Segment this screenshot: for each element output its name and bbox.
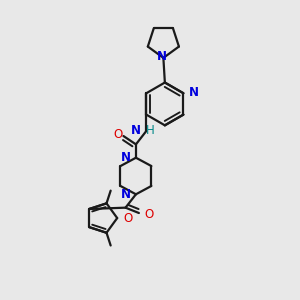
Text: O: O: [144, 208, 154, 221]
Text: O: O: [123, 212, 132, 225]
Text: N: N: [189, 86, 199, 99]
Text: H: H: [146, 124, 155, 137]
Text: N: N: [121, 188, 130, 201]
Text: N: N: [157, 50, 167, 64]
Text: N: N: [121, 151, 130, 164]
Text: O: O: [113, 128, 123, 141]
Text: N: N: [131, 124, 141, 137]
